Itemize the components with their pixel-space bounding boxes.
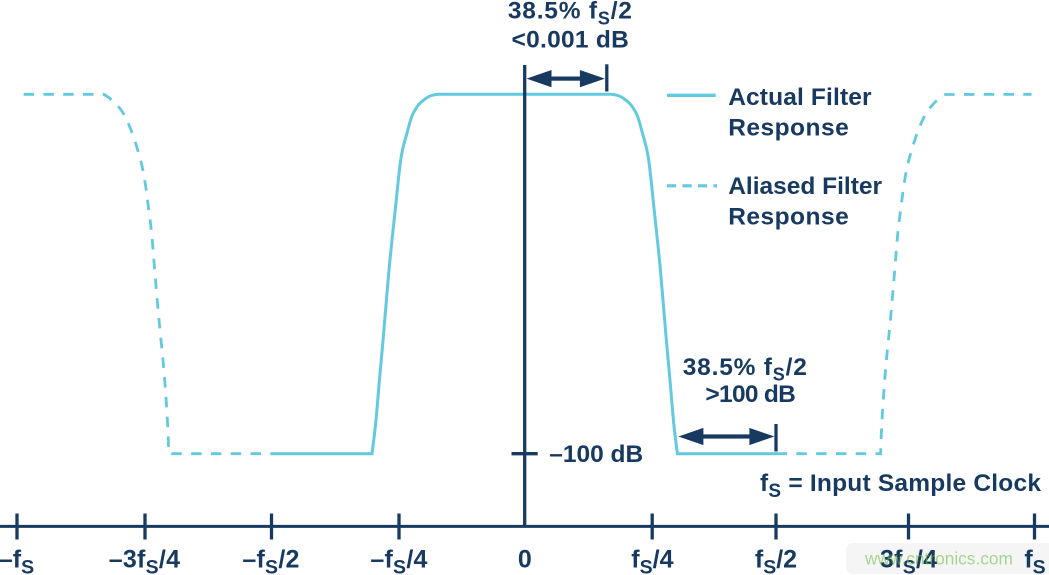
svg-text:38.5% fS/2: 38.5% fS/2	[508, 0, 633, 28]
svg-text:>100 dB: >100 dB	[705, 381, 795, 408]
svg-text:fS = Input Sample Clock: fS = Input Sample Clock	[760, 470, 1041, 502]
svg-text:Aliased Filter: Aliased Filter	[728, 173, 882, 200]
svg-text:–3fS/4: –3fS/4	[109, 546, 181, 575]
svg-text:www.cntronics.com: www.cntronics.com	[864, 548, 1013, 568]
svg-text:<0.001 dB: <0.001 dB	[512, 26, 630, 53]
svg-text:38.5% fS/2: 38.5% fS/2	[683, 354, 808, 385]
svg-text:Actual Filter: Actual Filter	[728, 84, 872, 111]
svg-text:Response: Response	[728, 114, 849, 141]
svg-text:–100 dB: –100 dB	[549, 441, 643, 468]
svg-text:0: 0	[518, 546, 532, 574]
svg-text:fS/4: fS/4	[631, 546, 673, 575]
svg-text:Response: Response	[728, 204, 849, 231]
svg-text:fS/2: fS/2	[755, 546, 797, 575]
